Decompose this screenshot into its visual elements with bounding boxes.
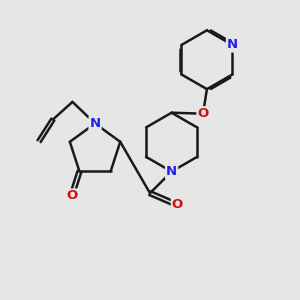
- Text: N: N: [166, 165, 177, 178]
- Text: O: O: [197, 107, 208, 120]
- Text: N: N: [89, 117, 100, 130]
- Text: O: O: [66, 190, 77, 202]
- Text: O: O: [172, 199, 183, 212]
- Text: N: N: [227, 38, 238, 52]
